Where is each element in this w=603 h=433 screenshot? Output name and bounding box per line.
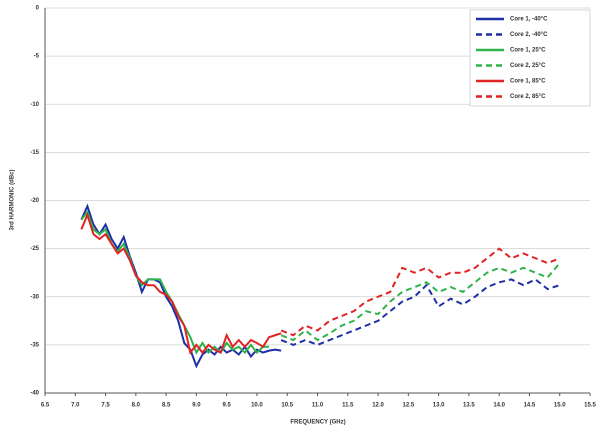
y-tick-label: -40 [30,391,39,397]
y-tick-label: -35 [30,342,39,348]
x-tick-label: 14.5 [524,403,536,409]
y-tick-label: -15 [30,150,39,156]
legend-label: Core 1, 85°C [510,79,546,85]
series-line [280,247,561,337]
x-tick-label: 7.0 [71,403,80,409]
x-tick-label: 9.0 [192,403,201,409]
y-tick-label: -30 [30,294,39,300]
series-line [280,262,561,342]
legend-label: Core 1, 25°C [510,48,546,54]
series-line [80,212,282,355]
x-tick-label: 7.5 [101,403,110,409]
x-tick-label: 6.5 [41,403,50,409]
legend-label: Core 2, 25°C [510,63,546,69]
x-tick-label: 8.0 [132,403,141,409]
x-tick-label: 11.5 [342,403,354,409]
y-tick-label: -10 [30,102,39,108]
legend-box [469,9,591,107]
x-axis-label: FREQUENCY (GHz) [290,420,345,426]
legend-label: Core 1, -40°C [510,17,548,23]
y-tick-label: -25 [30,246,39,252]
legend-label: Core 2, -40°C [510,32,548,38]
y-axis-label: 3rd HARMONIC (dBc) [10,169,16,230]
x-tick-label: 13.5 [463,403,475,409]
y-tick-label: 0 [36,6,40,12]
x-tick-label: 8.5 [162,403,171,409]
x-tick-label: 15.0 [554,403,566,409]
x-tick-label: 12.0 [372,403,384,409]
y-tick-label: -20 [30,198,39,204]
series-line [80,203,282,369]
x-tick-label: 10.0 [251,403,263,409]
x-tick-label: 14.0 [493,403,505,409]
x-tick-label: 13.0 [433,403,445,409]
series-line [280,278,561,346]
x-tick-label: 15.5 [584,403,596,409]
legend-label: Core 2, 85°C [510,94,546,100]
x-tick-label: 11.0 [312,403,324,409]
y-tick-label: -5 [34,54,40,60]
x-tick-label: 9.5 [222,403,231,409]
x-tick-label: 10.5 [281,403,293,409]
x-tick-label: 12.5 [402,403,414,409]
